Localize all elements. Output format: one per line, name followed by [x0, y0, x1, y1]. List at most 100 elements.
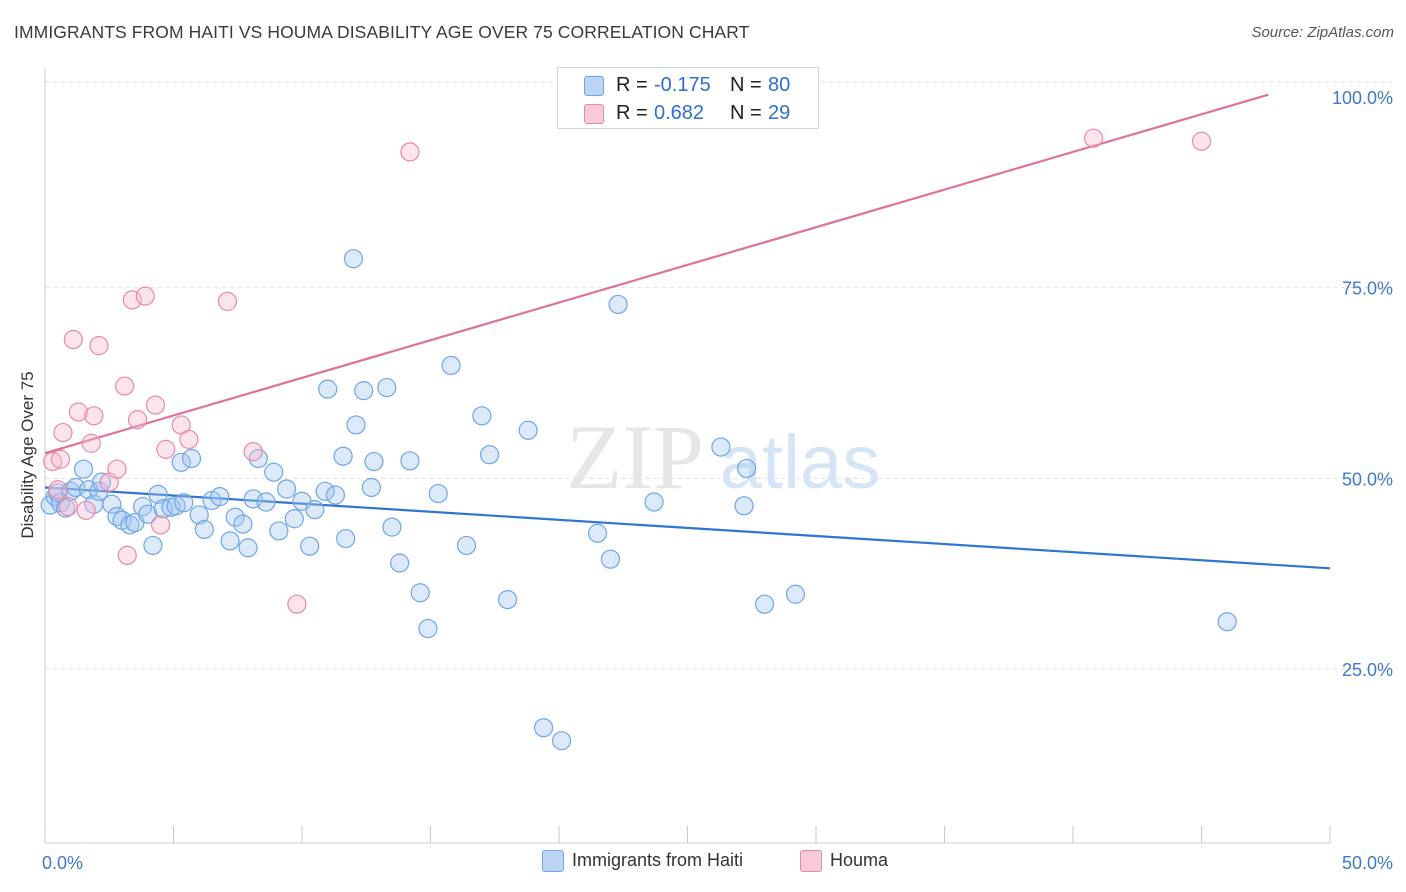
- watermark-zip: ZIP: [566, 406, 704, 508]
- y-tick-label: 25.0%: [1342, 660, 1393, 680]
- haiti-point: [343, 249, 363, 269]
- haiti-point: [102, 494, 122, 514]
- y-tick-label: 100.0%: [1332, 88, 1393, 108]
- haiti-point: [284, 509, 304, 529]
- legend-r-label: R =: [616, 74, 648, 96]
- houma-point: [117, 545, 137, 565]
- houma-point: [81, 433, 101, 453]
- houma-point: [127, 410, 148, 430]
- haiti-point: [382, 517, 402, 537]
- houma-trend-line: [44, 93, 1269, 455]
- houma-point: [243, 442, 263, 462]
- legend-n-value: 80: [768, 74, 791, 96]
- haiti-point: [91, 472, 112, 492]
- haiti-point: [354, 381, 374, 401]
- houma-point: [156, 439, 176, 459]
- y-tick-label: 75.0%: [1342, 279, 1393, 299]
- x-tick-label-right: 50.0%: [1342, 853, 1393, 873]
- haiti-point: [73, 459, 94, 479]
- haiti-trend-line: [44, 486, 1331, 570]
- bottom-legend-swatch-haiti: [542, 850, 564, 873]
- legend-n-value: 29: [768, 102, 791, 124]
- haiti-point: [181, 448, 202, 469]
- bottom-legend-swatch-houma: [800, 850, 822, 873]
- haiti-point: [361, 477, 381, 498]
- haiti-point: [533, 718, 554, 738]
- bottom-legend-haiti: Immigrants from Haiti: [542, 850, 743, 878]
- source-label: Source: ZipAtlas.com: [1251, 24, 1394, 41]
- haiti-point: [480, 445, 500, 465]
- haiti-point: [325, 485, 346, 505]
- haiti-point: [333, 446, 353, 466]
- haiti-point: [194, 519, 214, 540]
- haiti-point: [138, 504, 158, 524]
- haiti-point: [785, 584, 806, 604]
- haiti-point: [498, 589, 518, 610]
- chart-title: IMMIGRANTS FROM HAITI VS HOUMA DISABILIT…: [14, 22, 750, 42]
- haiti-point: [264, 462, 284, 482]
- houma-point: [115, 376, 135, 396]
- houma-point: [1191, 131, 1212, 151]
- haiti-point: [210, 487, 230, 507]
- haiti-point: [711, 437, 731, 457]
- haiti-point: [189, 505, 209, 525]
- y-tick-label: 50.0%: [1342, 469, 1393, 489]
- haiti-point: [441, 355, 461, 376]
- houma-point: [400, 142, 420, 162]
- haiti-point: [472, 406, 492, 426]
- houma-point: [48, 480, 68, 500]
- legend-r-value: 0.682: [654, 102, 705, 124]
- haiti-point: [346, 415, 366, 435]
- haiti-point: [456, 535, 477, 556]
- haiti-point: [171, 452, 191, 472]
- haiti-point: [238, 538, 258, 558]
- haiti-point: [364, 451, 384, 472]
- haiti-point: [166, 496, 186, 516]
- houma-point: [63, 329, 83, 350]
- haiti-point: [754, 594, 775, 614]
- grid-lines: [45, 81, 1392, 670]
- haiti-point: [737, 458, 757, 479]
- houma-point: [89, 336, 109, 356]
- haiti-point: [305, 500, 325, 520]
- haiti-point: [587, 523, 608, 543]
- haiti-point: [336, 528, 356, 549]
- houma-point: [217, 291, 238, 311]
- haiti-point: [400, 451, 420, 471]
- legend-r-value: -0.175: [654, 74, 711, 96]
- houma-point: [1083, 128, 1104, 148]
- correlation-legend: R = -0.175 N = 80 R = 0.682 N = 29: [557, 67, 819, 129]
- haiti-point: [428, 483, 448, 504]
- houma-point: [122, 290, 142, 310]
- haiti-point: [377, 377, 397, 398]
- houma-point: [43, 451, 63, 472]
- haiti-point: [276, 479, 297, 499]
- legend-r-label: R =: [616, 102, 648, 124]
- houma-point: [50, 449, 71, 469]
- legend-row-haiti: R = -0.175 N = 80: [558, 71, 818, 101]
- watermark-atlas: atlas: [720, 420, 881, 505]
- houma-point: [135, 286, 155, 306]
- haiti-point: [318, 379, 338, 399]
- houma-point: [58, 496, 78, 517]
- haiti-point: [143, 535, 163, 556]
- houma-point: [107, 459, 127, 479]
- haiti-point: [174, 493, 194, 513]
- haiti-point: [148, 484, 168, 504]
- haiti-point: [300, 536, 320, 556]
- haiti-point: [220, 531, 240, 551]
- x-tick-label-left: 0.0%: [42, 853, 83, 873]
- bottom-legend-label-houma: Houma: [830, 850, 889, 870]
- haiti-point: [734, 496, 754, 516]
- haiti-point: [410, 583, 430, 603]
- trend-lines: [44, 93, 1331, 570]
- haiti-point: [600, 549, 621, 569]
- haiti-point: [644, 492, 664, 512]
- bottom-legend-houma: Houma: [800, 850, 888, 878]
- houma-point: [151, 515, 171, 535]
- haiti-point: [315, 481, 335, 501]
- legend-swatch-haiti: [584, 76, 604, 96]
- haiti-point: [518, 420, 538, 440]
- legend-n-label: N =: [730, 74, 762, 96]
